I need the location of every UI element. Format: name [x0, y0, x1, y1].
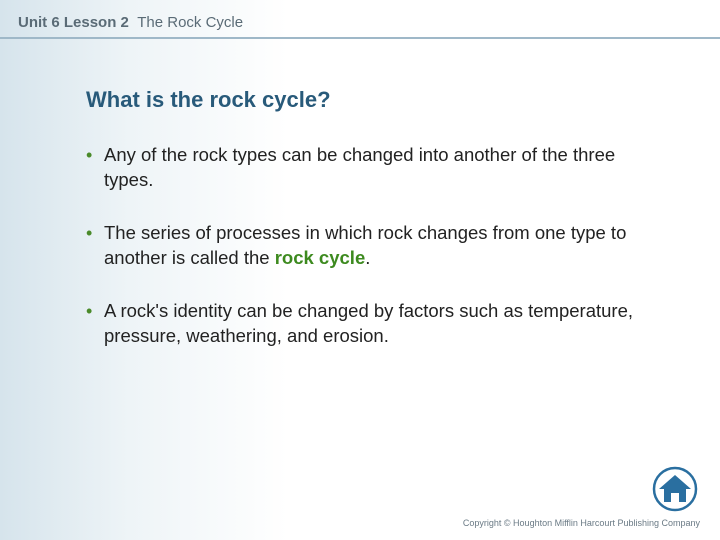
- lesson-label: Lesson 2: [64, 14, 129, 31]
- copyright-text: Copyright © Houghton Mifflin Harcourt Pu…: [463, 518, 700, 528]
- list-item: A rock's identity can be changed by fact…: [86, 299, 660, 349]
- lesson-title: The Rock Cycle: [137, 14, 243, 31]
- home-icon: [652, 466, 698, 512]
- bullet-text-post: .: [365, 247, 370, 268]
- list-item: Any of the rock types can be changed int…: [86, 143, 660, 193]
- bullet-list: Any of the rock types can be changed int…: [86, 143, 660, 349]
- slide: Unit 6 Lesson 2 The Rock Cycle What is t…: [0, 0, 720, 540]
- unit-label: Unit 6: [18, 14, 60, 31]
- slide-content: What is the rock cycle? Any of the rock …: [0, 39, 720, 349]
- slide-header: Unit 6 Lesson 2 The Rock Cycle: [0, 0, 720, 39]
- bullet-text: A rock's identity can be changed by fact…: [104, 300, 633, 346]
- slide-question: What is the rock cycle?: [86, 87, 660, 113]
- bullet-text: Any of the rock types can be changed int…: [104, 144, 615, 190]
- list-item: The series of processes in which rock ch…: [86, 221, 660, 271]
- keyword: rock cycle: [275, 247, 366, 268]
- home-button[interactable]: [652, 466, 698, 512]
